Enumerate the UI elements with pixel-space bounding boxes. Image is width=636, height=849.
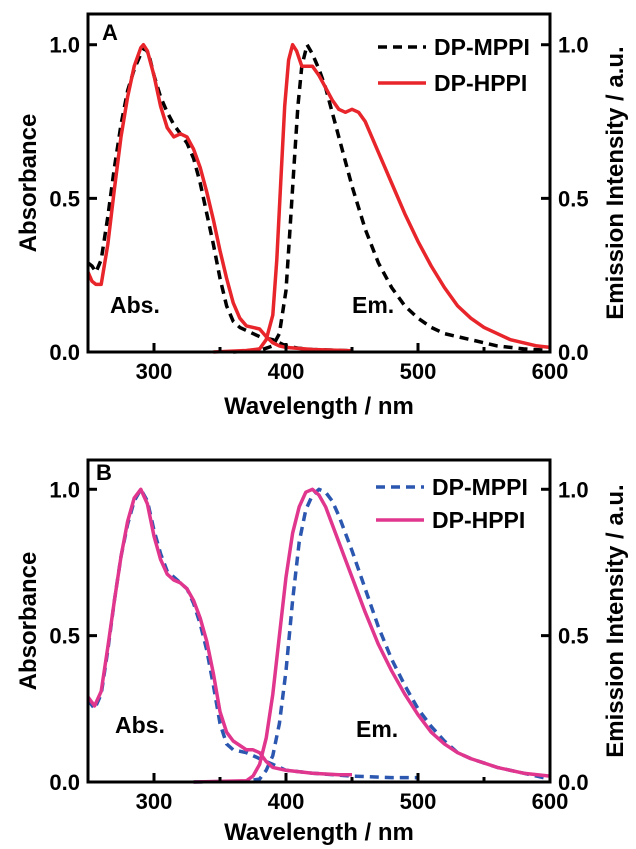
y2-tick-label: 0.5 — [558, 624, 589, 649]
x-tick-label: 400 — [268, 359, 305, 384]
legend-label-dp-hppi-b: DP-HPPI — [432, 507, 525, 533]
y2-tick-label: 1.0 — [558, 33, 589, 58]
series-dp-hppi-absorption-b — [86, 487, 352, 777]
x-tick-label: 600 — [532, 359, 569, 384]
y-tick-label: 0.5 — [49, 624, 80, 649]
series-dp-hppi-absorption-a — [86, 42, 353, 353]
series-layer-a — [86, 42, 551, 354]
legend-b: DP-MPPI DP-HPPI — [376, 474, 528, 533]
panel-label-b: B — [96, 460, 112, 485]
x-tick-label: 500 — [400, 359, 437, 384]
y2-axis-title-b: Emission Intensity / a.u. — [602, 484, 629, 757]
y-axis-title-b: Absorbance — [15, 552, 42, 691]
y2-tick-label: 1.0 — [558, 477, 589, 502]
y-tick-label: 0.0 — [49, 770, 80, 795]
x-tick-label: 300 — [136, 789, 173, 814]
annotation-em-b: Em. — [356, 716, 398, 742]
legend-label-dp-mppi-a: DP-MPPI — [434, 34, 530, 60]
series-layer-b — [86, 487, 551, 784]
y-tick-label: 0.0 — [49, 340, 80, 365]
legend-a: DP-MPPI DP-HPPI — [378, 34, 530, 96]
x-axis-title-b: Wavelength / nm — [224, 819, 414, 846]
y2-axis-title-a: Emission Intensity / a.u. — [602, 46, 629, 319]
x-tick-label: 400 — [268, 789, 305, 814]
series-dp-hppi-emission-a — [213, 42, 551, 354]
y-axis-title-a: Absorbance — [15, 114, 42, 253]
y-tick-label: 0.5 — [49, 186, 80, 211]
y2-tick-label: 0.5 — [558, 186, 589, 211]
x-tick-label: 500 — [400, 789, 437, 814]
y-tick-label: 1.0 — [49, 477, 80, 502]
x-axis-title-a: Wavelength / nm — [224, 393, 414, 420]
x-tick-label: 600 — [532, 789, 569, 814]
x-tick-label: 300 — [136, 359, 173, 384]
legend-label-dp-mppi-b: DP-MPPI — [432, 474, 528, 500]
y2-tick-label: 0.0 — [558, 340, 589, 365]
y2-tick-label: 0.0 — [558, 770, 589, 795]
y-tick-label: 1.0 — [49, 33, 80, 58]
plot-frame-b — [86, 458, 552, 784]
annotation-abs-b: Abs. — [115, 712, 165, 738]
legend-label-dp-hppi-a: DP-HPPI — [434, 70, 527, 96]
series-dp-mppi-emission-a — [233, 42, 551, 354]
panel-label-a: A — [102, 20, 118, 45]
series-dp-hppi-emission-b — [193, 487, 551, 784]
annotation-abs-a: Abs. — [110, 292, 160, 318]
plot-frame-a — [86, 12, 552, 354]
annotation-em-a: Em. — [352, 292, 394, 318]
